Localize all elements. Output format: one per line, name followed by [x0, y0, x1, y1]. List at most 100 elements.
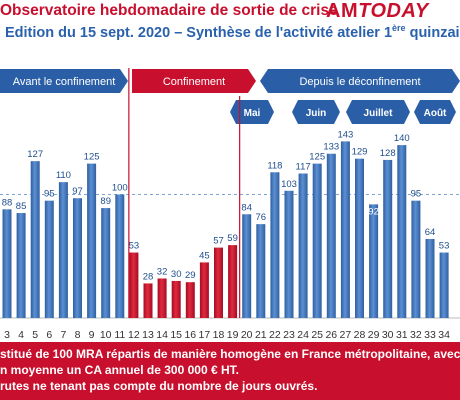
data-label-week-19: 59: [227, 233, 238, 244]
tick-label-week-29: 29: [368, 329, 380, 341]
period-avant: [0, 69, 128, 93]
period-confinement-label: Confinement: [163, 76, 225, 88]
data-label-week-23: 103: [281, 179, 297, 190]
tick-label-week-34: 34: [438, 329, 450, 341]
tick-label-week-19: 19: [227, 329, 239, 341]
data-label-week-18: 57: [213, 236, 224, 247]
tick-label-week-31: 31: [396, 329, 408, 341]
tick-label-week-17: 17: [199, 329, 211, 341]
tick-label-week-27: 27: [340, 329, 352, 341]
tick-label-week-14: 14: [156, 329, 168, 341]
tick-label-week-11: 11: [114, 329, 125, 341]
bar-week-10: [101, 208, 111, 318]
tick-label-week-18: 18: [213, 329, 225, 341]
data-label-week-8: 97: [72, 186, 83, 197]
data-label-week-31: 140: [394, 133, 410, 144]
data-label-week-28: 129: [352, 147, 368, 158]
data-label-week-11: 100: [112, 183, 128, 194]
data-label-week-27: 143: [337, 129, 353, 140]
tick-label-week-33: 33: [424, 329, 436, 341]
data-label-week-29: 92: [368, 206, 379, 217]
bar-week-21: [256, 224, 266, 318]
data-label-week-24: 117: [296, 162, 311, 173]
bar-week-29: [369, 204, 379, 318]
tick-label-week-5: 5: [32, 329, 38, 341]
tick-label-week-12: 12: [128, 329, 140, 341]
bar-week-20: [242, 214, 252, 318]
bar-week-34: [439, 252, 449, 318]
subtitle-main: Edition du 15 sept. 2020 – Synthèse de l…: [5, 24, 393, 41]
subtitle-end: quinzaine de septembre: [409, 24, 460, 41]
data-label-week-26: 133: [323, 142, 339, 153]
bar-week-15: [171, 280, 181, 318]
footnote-line-1: stitué de 100 MRA répartis de manière ho…: [0, 347, 460, 361]
tick-label-week-10: 10: [100, 329, 112, 341]
data-label-week-33: 64: [425, 227, 436, 238]
period-deconfinement-label: Depuis le déconfinement: [299, 76, 420, 88]
bar-week-25: [312, 163, 322, 318]
month-aout: [414, 100, 456, 124]
tick-label-week-28: 28: [354, 329, 366, 341]
brand-am: AM: [326, 0, 359, 22]
bar-week-6: [44, 200, 54, 318]
bar-week-26: [326, 153, 336, 318]
tick-label-week-3: 3: [4, 329, 10, 341]
bar-week-7: [58, 182, 68, 318]
bar-week-11: [115, 194, 125, 318]
tick-label-week-20: 20: [241, 329, 253, 341]
data-label-week-10: 89: [100, 196, 111, 207]
data-label-week-17: 45: [199, 250, 210, 261]
bar-week-3: [2, 209, 12, 318]
footer-band: [0, 342, 460, 400]
bar-week-4: [16, 213, 26, 318]
tick-label-week-22: 22: [269, 329, 281, 341]
tick-label-week-24: 24: [297, 329, 309, 341]
chart-title: Observatoire hebdomadaire de sortie de c…: [0, 2, 338, 19]
month-mai-label: Mai: [244, 108, 261, 119]
bar-week-14: [157, 278, 167, 318]
bar-week-5: [30, 161, 40, 318]
data-label-week-6: 95: [44, 189, 55, 200]
period-deconfinement: [260, 69, 460, 93]
bar-week-27: [340, 141, 350, 318]
data-label-week-25: 125: [309, 152, 325, 163]
tick-label-week-16: 16: [184, 329, 196, 341]
bar-week-17: [199, 262, 209, 318]
tick-label-week-25: 25: [311, 329, 323, 341]
bar-week-12: [129, 252, 139, 318]
bar-week-32: [411, 200, 421, 318]
tick-label-week-13: 13: [142, 329, 154, 341]
data-label-week-4: 85: [16, 201, 27, 212]
amtoday-logo: AMTODAY: [326, 0, 429, 23]
tick-label-week-4: 4: [18, 329, 24, 341]
bar-week-33: [425, 238, 435, 318]
bar-week-19: [228, 245, 238, 318]
data-label-week-22: 118: [267, 160, 282, 171]
month-juin: [292, 100, 340, 124]
tick-label-week-15: 15: [170, 329, 182, 341]
subtitle-sup: ère: [392, 23, 406, 33]
period-avant-label: Avant le confinement: [13, 76, 116, 88]
data-label-week-16: 29: [185, 270, 196, 281]
data-label-week-9: 125: [84, 152, 100, 163]
brand-today: TODAY: [358, 0, 429, 22]
data-label-week-7: 110: [56, 170, 71, 181]
bar-week-31: [397, 145, 407, 318]
bar-week-24: [298, 173, 308, 318]
data-label-week-20: 84: [241, 202, 252, 213]
data-label-week-30: 128: [380, 148, 396, 159]
tick-label-week-8: 8: [75, 329, 81, 341]
data-label-week-3: 88: [2, 197, 13, 208]
tick-label-week-6: 6: [46, 329, 52, 341]
data-label-week-5: 127: [27, 149, 43, 160]
month-juillet-label: Juillet: [364, 108, 394, 119]
bar-week-28: [355, 158, 364, 318]
month-mai: [230, 100, 274, 124]
bar-week-9: [87, 163, 97, 318]
chart-subtitle: Edition du 15 sept. 2020 – Synthèse de l…: [5, 23, 460, 41]
tick-label-week-7: 7: [60, 329, 66, 341]
period-confinement: [132, 69, 256, 93]
footnote-line-2: n moyenne un CA annuel de 300 000 € HT.: [0, 363, 239, 377]
data-label-week-12: 53: [129, 241, 140, 252]
